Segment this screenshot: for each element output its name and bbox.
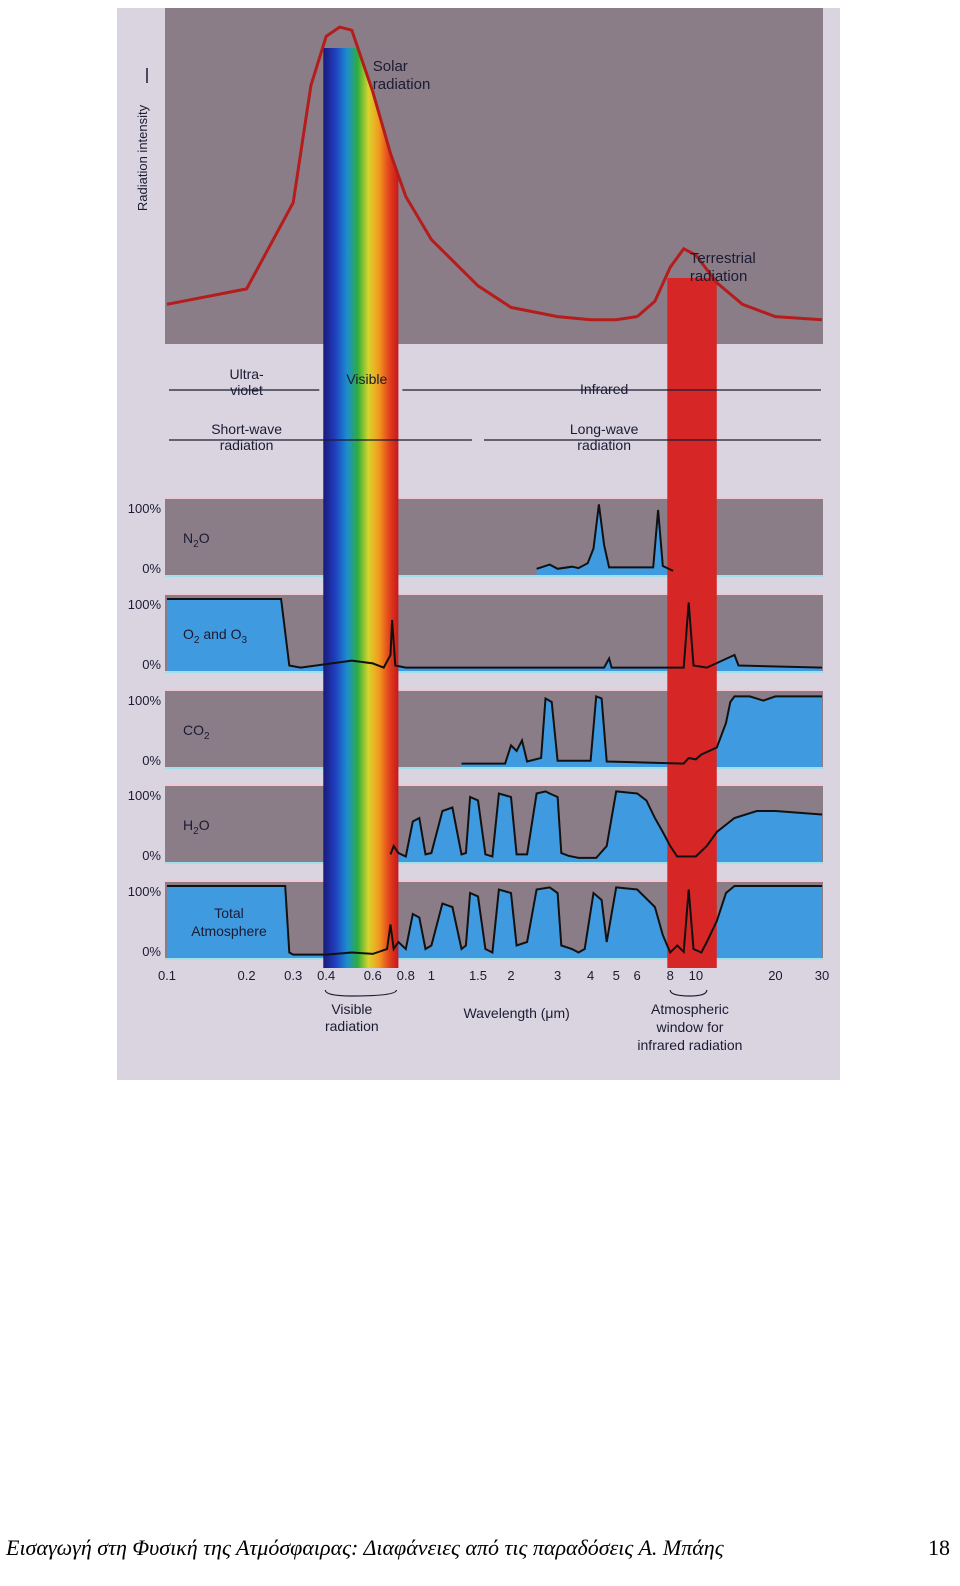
terrestrial-radiation-label-line-2: radiation bbox=[690, 268, 748, 285]
y-tick-0: 0% bbox=[142, 848, 161, 863]
y-tick-100: 100% bbox=[128, 597, 162, 612]
ultraviolet-label-line-2: violet bbox=[230, 382, 263, 398]
panel-label-3: CO2 bbox=[183, 722, 210, 742]
longwave-label-line-1: Long-wave bbox=[570, 421, 639, 437]
x-tick-label: 0.1 bbox=[158, 968, 176, 983]
y-axis-label: Radiation intensity bbox=[135, 104, 150, 211]
y-tick-0: 0% bbox=[142, 561, 161, 576]
y-tick-100: 100% bbox=[128, 693, 162, 708]
absorption-curve-4 bbox=[389, 790, 823, 859]
panel-label-1: N2O bbox=[183, 530, 210, 550]
panel-label-4: H2O bbox=[183, 817, 210, 837]
absorption-panel-1 bbox=[165, 499, 823, 575]
solar-radiation-label-line-1: Solar bbox=[373, 58, 408, 75]
terrestrial-radiation-curve bbox=[636, 246, 823, 322]
x-tick-label: 10 bbox=[689, 968, 703, 983]
atmospheric-window-annotation-line-2: window for bbox=[655, 1019, 723, 1035]
panel-label-5-line-1: Total bbox=[214, 905, 244, 921]
absorption-curve-1 bbox=[536, 504, 674, 572]
intensity-mask bbox=[167, 8, 822, 320]
x-tick-label: 0.6 bbox=[364, 968, 382, 983]
infrared-window-band bbox=[667, 278, 717, 968]
visible-band bbox=[323, 48, 399, 968]
x-tick-label: 2 bbox=[507, 968, 514, 983]
x-tick-label: 0.8 bbox=[397, 968, 415, 983]
solar-radiation-curve bbox=[166, 25, 638, 322]
absorption-fill-1 bbox=[536, 504, 674, 575]
atmospheric-window-annotation-line-3: infrared radiation bbox=[637, 1037, 742, 1053]
x-axis-label: Wavelength (μm) bbox=[463, 1005, 569, 1021]
panel-label-5-line-2: Atmosphere bbox=[191, 923, 267, 939]
visible-radiation-annotation-line-2: radiation bbox=[325, 1018, 379, 1034]
solar-radiation-label-line-2: radiation bbox=[373, 76, 431, 93]
y-tick-100: 100% bbox=[128, 884, 162, 899]
window-brace bbox=[669, 989, 708, 997]
x-tick-label: 0.2 bbox=[238, 968, 256, 983]
spectrum-figure: Solar radiation Terrestrial radiation Radiat… bbox=[117, 8, 840, 1080]
x-tick-label: 0.3 bbox=[284, 968, 302, 983]
shortwave-label-line-1: Short-wave bbox=[211, 421, 282, 437]
x-tick-label: 0.4 bbox=[317, 968, 335, 983]
ultraviolet-label-line-1: Ultra- bbox=[229, 366, 264, 382]
visible-brace bbox=[324, 989, 397, 997]
longwave-label-line-2: radiation bbox=[577, 437, 631, 453]
panel-label-2: O2 and O3 bbox=[183, 626, 247, 646]
y-tick-0: 0% bbox=[142, 657, 161, 672]
spectrum-chart: SolarradiationTerrestrialradiationRadiat… bbox=[117, 8, 840, 1080]
absorption-fill-3 bbox=[461, 696, 822, 767]
terrestrial-radiation-label-line-1: Terrestrial bbox=[690, 250, 756, 267]
x-tick-label: 8 bbox=[667, 968, 674, 983]
x-tick-label: 4 bbox=[587, 968, 594, 983]
visible-radiation-annotation-line-1: Visible bbox=[331, 1001, 372, 1017]
y-tick-0: 0% bbox=[142, 944, 161, 959]
x-tick-label: 3 bbox=[554, 968, 561, 983]
intensity-top-edge bbox=[165, 8, 823, 10]
shortwave-label-line-2: radiation bbox=[220, 437, 274, 453]
absorption-fill-5 bbox=[167, 886, 822, 958]
visible-label: Visible bbox=[346, 371, 387, 387]
footer-caption: Εισαγωγή στη Φυσική της Ατμόσφαιρας: Δια… bbox=[6, 1535, 724, 1560]
x-tick-label: 1 bbox=[428, 968, 435, 983]
absorption-curve-2 bbox=[167, 598, 823, 669]
y-tick-100: 100% bbox=[128, 788, 162, 803]
y-tick-0: 0% bbox=[142, 753, 161, 768]
page-number: 18 bbox=[928, 1535, 950, 1560]
y-tick-100: 100% bbox=[128, 501, 162, 516]
absorption-curve-3 bbox=[461, 694, 822, 765]
x-tick-label: 1.5 bbox=[469, 968, 487, 983]
atmospheric-window-annotation-line-1: Atmospheric bbox=[651, 1001, 729, 1017]
x-tick-label: 5 bbox=[613, 968, 620, 983]
infrared-label: Infrared bbox=[580, 381, 628, 397]
x-tick-label: 20 bbox=[768, 968, 782, 983]
x-tick-label: 6 bbox=[634, 968, 641, 983]
absorption-curve-5 bbox=[167, 885, 822, 956]
x-tick-label: 30 bbox=[815, 968, 829, 983]
